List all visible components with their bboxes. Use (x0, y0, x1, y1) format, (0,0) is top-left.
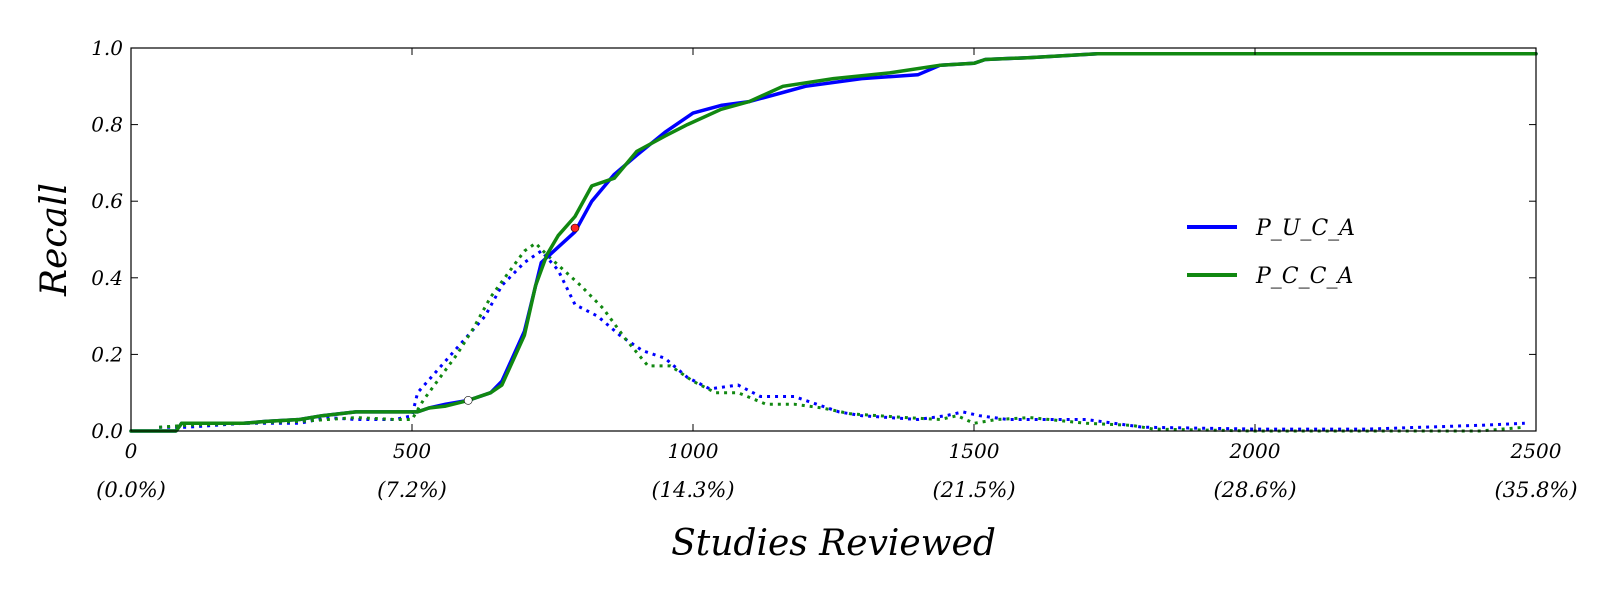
x-tick-percent-label: (28.6%) (1213, 478, 1296, 502)
y-axis-ticks: 0.0 0.2 0.4 0.6 0.8 1.0 (91, 36, 1536, 443)
y-tick-label: 0.0 (91, 419, 123, 443)
dotted-series-line (159, 249, 1525, 431)
legend: P_U_C_A P_C_C_A (1187, 216, 1355, 289)
x-tick-label: 1000 (668, 439, 719, 463)
y-tick-label: 0.4 (91, 266, 123, 290)
annotation-layer (463, 223, 580, 405)
x-tick-label: 2500 (1510, 439, 1562, 463)
series-line-p-c-c-a (129, 51, 1538, 433)
x-tick-label: 2000 (1229, 439, 1281, 463)
y-axis-title: Recall (34, 183, 75, 297)
y-tick-label: 1.0 (91, 36, 123, 60)
legend-label: P_U_C_A (1255, 216, 1355, 241)
series-layer (129, 51, 1538, 433)
y-tick-label: 0.8 (91, 113, 123, 137)
x-axis-ticks: 0 (0.0%) 500 (7.2%) 1000 (14.3%) 1500 (21.5%) 20… (96, 48, 1578, 502)
x-tick-label: 0 (125, 439, 138, 463)
x-tick-percent-label: (14.3%) (651, 478, 734, 502)
x-tick-percent-label: (21.5%) (932, 478, 1015, 502)
x-tick-percent-label: (7.2%) (377, 478, 447, 502)
annotation-point (570, 223, 580, 233)
y-tick-label: 0.2 (91, 342, 123, 366)
plot-frame (130, 47, 1537, 432)
x-tick-percent-label: (0.0%) (96, 478, 166, 502)
dotted-series-line (158, 241, 1525, 433)
y-tick-label: 0.6 (91, 189, 123, 213)
x-tick-label: 500 (393, 439, 431, 463)
x-tick-percent-label: (35.8%) (1494, 478, 1577, 502)
legend-label: P_C_C_A (1255, 264, 1353, 289)
x-axis-title: Studies Reviewed (671, 523, 996, 564)
series-line-p-u-c-a (129, 51, 1538, 433)
x-tick-label: 1500 (949, 439, 1000, 463)
annotation-point (463, 396, 473, 405)
